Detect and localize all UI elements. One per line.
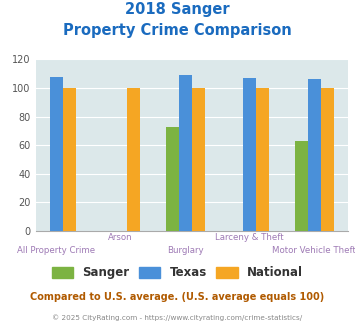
Text: Larceny & Theft: Larceny & Theft <box>215 233 284 242</box>
Bar <box>308 80 321 231</box>
Bar <box>192 88 204 231</box>
Text: © 2025 CityRating.com - https://www.cityrating.com/crime-statistics/: © 2025 CityRating.com - https://www.city… <box>53 314 302 321</box>
Text: All Property Crime: All Property Crime <box>17 246 95 255</box>
Text: Property Crime Comparison: Property Crime Comparison <box>63 23 292 38</box>
Text: Burglary: Burglary <box>167 246 203 255</box>
Text: Arson: Arson <box>108 233 133 242</box>
Bar <box>179 75 192 231</box>
Bar <box>166 127 179 231</box>
Bar <box>256 88 269 231</box>
Text: Motor Vehicle Theft: Motor Vehicle Theft <box>272 246 355 255</box>
Bar <box>127 88 140 231</box>
Bar <box>243 78 256 231</box>
Text: Compared to U.S. average. (U.S. average equals 100): Compared to U.S. average. (U.S. average … <box>31 292 324 302</box>
Legend: Sanger, Texas, National: Sanger, Texas, National <box>47 262 308 284</box>
Bar <box>295 141 308 231</box>
Text: 2018 Sanger: 2018 Sanger <box>125 2 230 16</box>
Bar <box>50 77 62 231</box>
Bar <box>321 88 334 231</box>
Bar <box>62 88 76 231</box>
